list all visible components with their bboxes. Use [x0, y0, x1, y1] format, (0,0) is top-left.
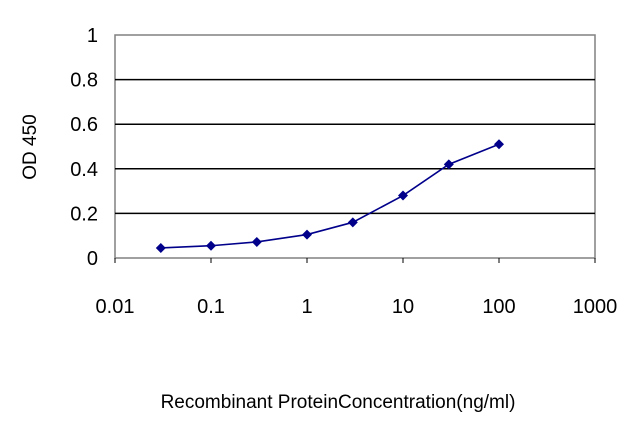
data-point — [494, 139, 504, 150]
y-tick-label: 0.8 — [70, 70, 98, 92]
data-point — [398, 190, 408, 201]
data-point — [251, 236, 262, 247]
x-tick-label: 1000 — [573, 296, 618, 318]
data-point — [206, 240, 216, 251]
data-point — [347, 217, 358, 228]
y-tick-label: 0.6 — [70, 114, 98, 136]
x-tick-label: 0.1 — [197, 296, 225, 318]
y-tick-label: 1 — [87, 25, 98, 47]
y-axis-title: OD 450 — [20, 114, 41, 179]
y-tick-label: 0.2 — [70, 203, 98, 225]
y-tick-label: 0 — [87, 248, 98, 270]
x-tick-label: 100 — [482, 296, 515, 318]
x-tick-label: 10 — [392, 296, 414, 318]
series — [155, 139, 504, 253]
y-tick-label: 0.4 — [70, 159, 98, 181]
data-point — [302, 229, 312, 240]
x-tick-label: 1 — [301, 296, 312, 318]
series-line — [160, 143, 500, 249]
data-point — [443, 159, 454, 170]
x-tick-label: 0.01 — [96, 296, 135, 318]
grid-lines — [115, 78, 595, 215]
y-axis: 0 0.2 0.4 0.6 0.8 1 — [70, 25, 98, 270]
x-axis-title: Recombinant ProteinConcentration(ng/ml) — [161, 392, 516, 413]
data-point — [155, 242, 166, 253]
x-axis: 0.01 0.1 1 10 100 1000 — [96, 258, 618, 318]
